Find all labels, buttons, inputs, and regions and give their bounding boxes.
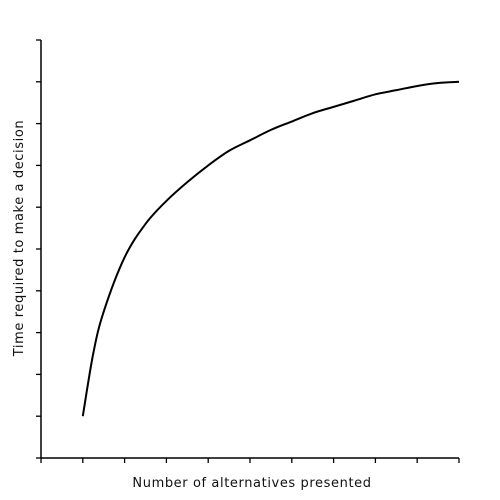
x-axis-label: Number of alternatives presented: [132, 476, 371, 491]
series-line: [81, 80, 460, 417]
y-axis-label: Time required to make a decision: [12, 120, 27, 357]
axes: [40, 40, 459, 459]
ticks: [36, 39, 460, 463]
